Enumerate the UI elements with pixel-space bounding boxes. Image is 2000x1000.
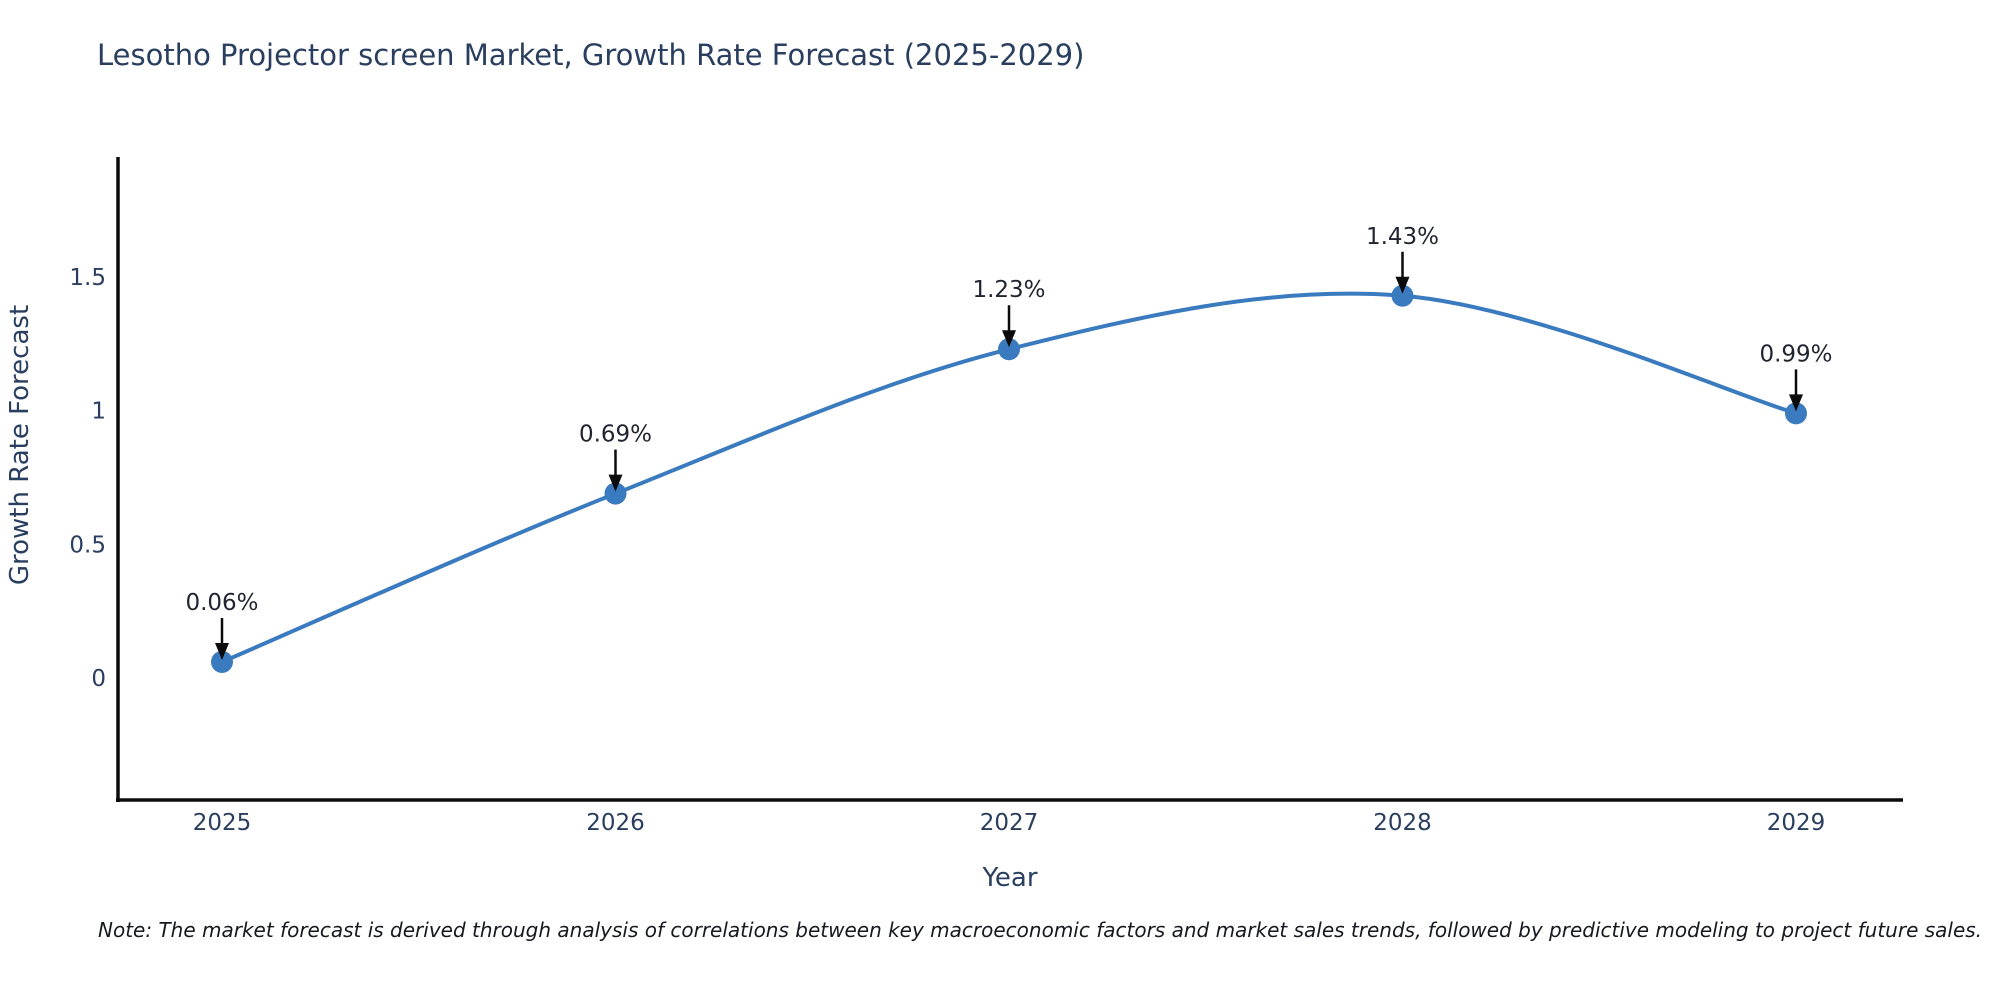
- point-annotation: 0.69%: [579, 422, 652, 492]
- point-annotation: 0.06%: [185, 590, 259, 660]
- point-annotation-label: 0.06%: [185, 590, 258, 616]
- annotation-arrowhead-icon: [1002, 330, 1016, 348]
- point-annotation: 0.99%: [1759, 341, 1833, 412]
- data-point-marker: [998, 338, 1020, 361]
- x-tick-label: 2028: [1373, 810, 1432, 836]
- point-annotation: 1.43%: [1366, 224, 1439, 294]
- point-annotation-label: 0.69%: [579, 422, 652, 448]
- axes: [116, 157, 1903, 802]
- y-tick-label: 0: [91, 666, 106, 692]
- data-point-marker: [211, 650, 233, 673]
- y-tick-label: 0.5: [69, 532, 106, 558]
- data-point-marker: [1391, 284, 1414, 307]
- point-annotation-label: 0.99%: [1759, 341, 1832, 367]
- data-points: [211, 284, 1807, 673]
- data-point-marker: [604, 482, 627, 505]
- data-point-marker: [1785, 402, 1807, 425]
- point-annotation-label: 1.23%: [972, 277, 1045, 303]
- point-annotation: 1.23%: [972, 277, 1046, 348]
- x-tick-label: 2027: [980, 810, 1039, 836]
- page-title: Lesotho Projector screen Market, Growth …: [97, 38, 1085, 72]
- annotation-arrowhead-icon: [1395, 276, 1410, 294]
- y-axis-title: Growth Rate Forecast: [5, 305, 35, 585]
- annotation-arrowhead-icon: [1789, 394, 1803, 412]
- annotation-arrowhead-icon: [608, 474, 623, 492]
- x-tick-label: 2025: [193, 810, 252, 836]
- x-axis-title: Year: [981, 863, 1037, 893]
- y-tick-label: 1.5: [69, 265, 106, 291]
- annotations: 0.06% 0.69% 1.23% 1.43% 0.99%: [185, 224, 1833, 660]
- y-tick-label: 1: [91, 399, 106, 425]
- point-annotation-label: 1.43%: [1366, 224, 1439, 250]
- x-tick-label: 2029: [1767, 810, 1826, 836]
- footnote: Note: The market forecast is derived thr…: [98, 918, 1983, 942]
- y-axis-ticks: 0 0.5 1 1.5: [69, 265, 106, 692]
- x-axis-ticks: 2025 2026 2027 2028 2029: [193, 810, 1826, 836]
- x-tick-label: 2026: [586, 810, 645, 836]
- annotation-arrowhead-icon: [215, 642, 229, 660]
